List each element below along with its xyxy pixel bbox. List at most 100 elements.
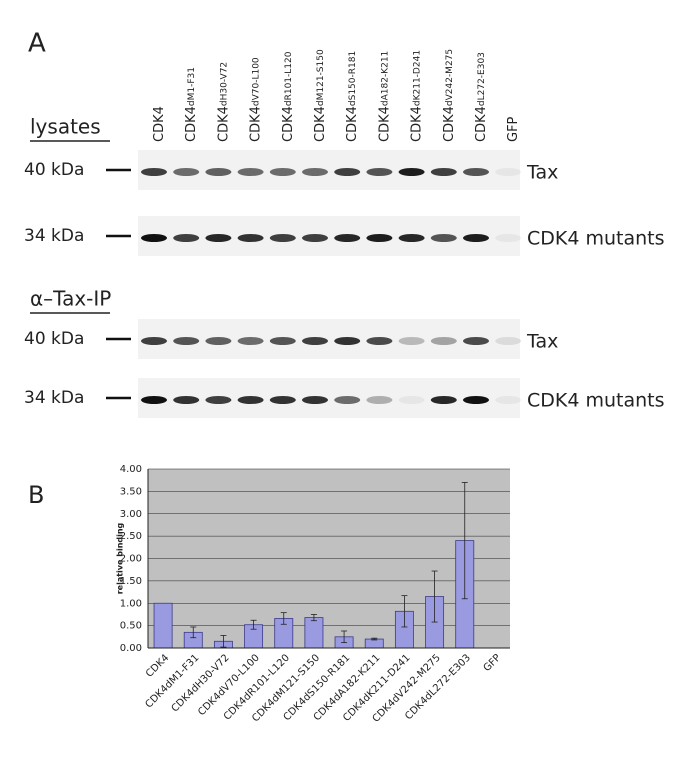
band [334,396,361,404]
y-axis-label: relative binding [116,522,125,594]
error-bar [220,635,227,648]
lane-label: CDK4dM121-S150 [313,49,328,142]
y-tick-label: 0.00 [120,643,142,654]
lane-base: CDK4 [280,106,295,142]
lane-sub: dR101-L120 [283,51,293,106]
lane-label: CDK4 [152,106,167,142]
x-tick-label: GFP [482,652,504,674]
band [495,337,522,345]
lane-label: CDK4dM1-F31 [184,67,199,142]
lane-label: CDK4dH30-V72 [216,62,231,142]
error-bar [190,626,197,639]
lane-sub: dA182-K211 [380,51,390,106]
band [398,396,425,404]
error-bar [431,570,438,623]
band [269,396,296,404]
lane-label: CDK4dV70-L100 [248,57,263,142]
lane-sub: dL272-E303 [477,52,487,106]
lane-sub: dM1-F31 [187,67,197,106]
lane-base: CDK4 [409,106,424,142]
blot-label: Tax [526,331,558,353]
y-tick-label: 0.50 [120,621,142,632]
band [173,396,200,404]
error-bar [250,619,257,630]
band [366,396,393,404]
band [430,168,457,176]
band [302,396,328,404]
band [237,396,264,404]
band [398,337,425,345]
lane-base: CDK4 [441,106,456,142]
band [141,396,167,404]
band [141,168,167,176]
error-bar [461,482,468,600]
band [463,234,489,242]
x-tick-label: CDK4 [144,652,171,679]
lane-label: CDK4dR101-L120 [280,51,295,142]
error-bar [280,612,287,625]
lane-sub: dV70-L100 [251,57,261,106]
band [366,168,393,176]
marker-label: 40 kDa [24,160,84,180]
band [398,168,425,176]
lane-sub: dH30-V72 [219,62,229,106]
lane-label: CDK4dK211-D241 [409,50,424,142]
bar [153,602,173,649]
band [141,337,167,345]
band [430,337,457,345]
band [269,168,296,176]
band [366,337,393,345]
lane-base: GFP [506,116,521,142]
band [237,234,264,242]
section-title: lysates [30,115,101,139]
blot-strip [138,150,520,190]
panel-label: A [28,29,46,59]
band [495,168,522,176]
blot-strip [138,216,520,256]
blot-strip [138,319,520,359]
lane-base: CDK4 [216,106,231,142]
y-tick-label: 1.00 [120,598,142,609]
band [366,234,393,242]
lane-label: CDK4dV242-M275 [441,49,456,142]
band [334,234,361,242]
blot-label: CDK4 mutants [527,228,665,250]
band [173,234,200,242]
lane-label: CDK4dA182-K211 [377,51,392,142]
marker-label: 40 kDa [24,329,84,349]
error-bar [371,637,378,641]
band [398,234,425,242]
marker-label: 34 kDa [24,226,84,246]
y-tick-label: 3.50 [120,486,142,497]
lane-sub: dM121-S150 [316,49,326,106]
lane-label: CDK4dL272-E303 [474,52,489,142]
y-tick-label: 2.00 [120,554,142,565]
error-bar [341,630,348,644]
x-tick-label: CDK4dM1-F31 [143,652,201,710]
error-bar [401,595,408,628]
band [430,396,457,404]
band [302,168,328,176]
band [237,168,264,176]
band [302,337,328,345]
marker-label: 34 kDa [24,388,84,408]
y-tick-label: 3.00 [120,509,142,520]
error-bar [310,614,317,622]
lane-label: CDK4dS150-R181 [345,51,360,142]
band [237,337,264,345]
lane-base: CDK4 [313,106,328,142]
band [173,337,200,345]
band [269,234,296,242]
lane-base: CDK4 [248,106,263,142]
lane-base: CDK4 [152,106,167,142]
bar [364,638,384,649]
lane-sub: dS150-R181 [348,51,358,106]
panel-label: B [28,481,44,509]
y-tick-label: 2.50 [120,531,142,542]
band [173,168,200,176]
band [205,234,232,242]
lane-sub: dV242-M275 [444,49,454,106]
band [495,396,522,404]
band [495,234,522,242]
